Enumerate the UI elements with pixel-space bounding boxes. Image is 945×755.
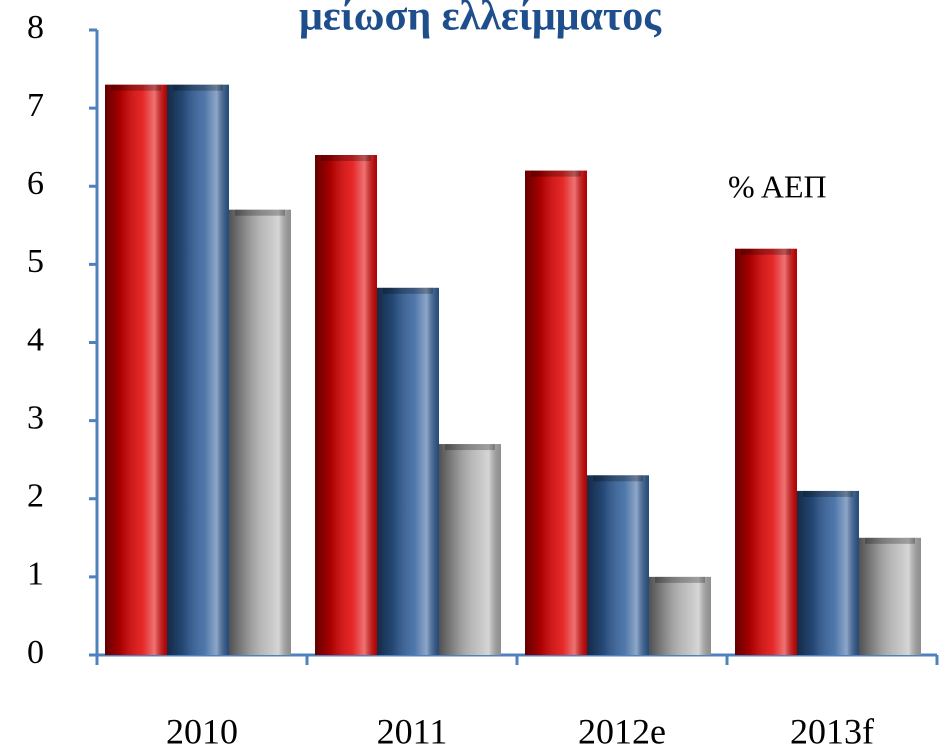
y-tick-label: 5 — [27, 243, 44, 280]
bar-cap — [655, 576, 705, 583]
y-tick-label: 6 — [27, 165, 44, 202]
bar-cap — [593, 475, 643, 482]
x-tick-label: 2010 — [166, 711, 238, 751]
bar-cap — [383, 287, 433, 294]
bar-shade — [105, 84, 167, 655]
bar-cap — [531, 170, 581, 177]
bar-shade — [439, 444, 501, 655]
bar-shade — [315, 155, 377, 655]
bar-cap — [865, 537, 915, 544]
x-tick-label: 2012e — [578, 711, 666, 751]
bar-shade — [587, 475, 649, 655]
y-tick-label: 8 — [27, 9, 44, 46]
bar-shade — [859, 537, 921, 655]
bar-cap — [111, 84, 161, 91]
bar-cap — [741, 248, 791, 255]
bar-shade — [797, 490, 859, 655]
bar-cap — [803, 490, 853, 497]
bar-shade — [525, 170, 587, 655]
y-tick-label: 7 — [27, 87, 44, 124]
bar-cap — [445, 444, 495, 451]
annotation: % ΑΕΠ — [728, 168, 827, 204]
bar-cap — [173, 84, 223, 91]
x-tick-label: 2011 — [377, 711, 448, 751]
y-tick-label: 3 — [27, 399, 44, 436]
bar-cap — [321, 155, 371, 161]
chart-title: μείωση ελλείμματος — [299, 0, 662, 40]
x-tick-label: 2013f — [790, 711, 874, 751]
y-tick-label: 0 — [27, 634, 44, 671]
bar-shade — [735, 248, 797, 655]
bar-shade — [229, 209, 291, 655]
y-tick-label: 2 — [27, 478, 44, 515]
bar-shade — [649, 576, 711, 655]
y-tick-label: 4 — [27, 321, 44, 358]
y-tick-label: 1 — [27, 556, 44, 593]
bar-cap — [235, 209, 285, 216]
bar-shade — [377, 287, 439, 655]
bar-shade — [167, 84, 229, 655]
